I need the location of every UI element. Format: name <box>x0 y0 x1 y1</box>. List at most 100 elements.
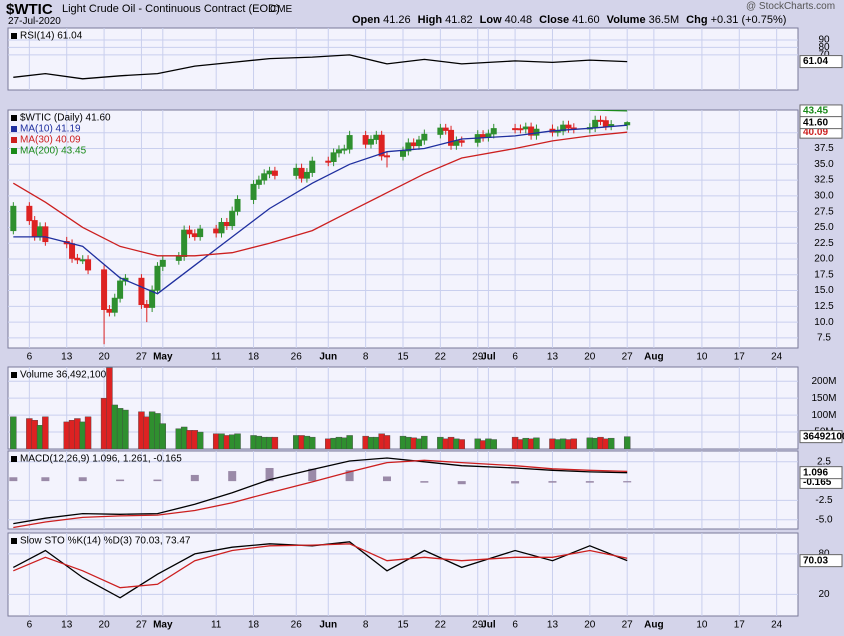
candle-body <box>400 150 406 157</box>
volume-bar <box>330 437 337 449</box>
series-line <box>13 457 628 525</box>
candle-body <box>117 280 124 299</box>
x-tick-label: 20 <box>99 352 111 363</box>
quote-value: +0.31 (+0.75%) <box>710 14 787 26</box>
value-box-label: 43.45 <box>803 106 828 117</box>
histogram-bar <box>228 471 237 482</box>
exchange: CME <box>270 4 293 15</box>
volume-bar <box>549 438 556 449</box>
legend-swatch <box>11 372 17 378</box>
y-tick-label: 80 <box>818 42 830 53</box>
volume-bar <box>517 439 524 449</box>
candle-body <box>149 289 156 308</box>
y-tick-label: 32.5 <box>814 175 834 186</box>
volume-bar <box>405 436 412 449</box>
candle-body <box>421 133 428 141</box>
value-box-label: -0.165 <box>803 477 832 488</box>
candle-body <box>378 134 385 157</box>
candle-body <box>74 257 81 261</box>
x-tick-label: 18 <box>248 352 260 363</box>
x-tick-label: 11 <box>211 352 222 363</box>
volume-bar <box>442 438 449 449</box>
quote-value: 41.60 <box>572 14 600 26</box>
candle-body <box>159 259 166 267</box>
volume-bar <box>309 436 316 449</box>
credit: @ StockCharts.com <box>746 1 836 12</box>
x-tick-label: 20 <box>584 620 596 631</box>
candle-body <box>266 170 273 175</box>
histogram-bar <box>345 470 354 482</box>
y-tick-label: 20.0 <box>814 254 834 265</box>
candle-body <box>602 120 609 127</box>
panel-content <box>8 28 798 90</box>
value-box <box>799 466 843 480</box>
quote-label: High <box>417 14 443 26</box>
volume-bar <box>570 438 578 449</box>
y-tick-label: -5.0 <box>815 514 833 525</box>
volume-bar <box>554 439 561 449</box>
candle-body <box>298 167 305 179</box>
x-tick-label: Jun <box>319 352 337 363</box>
x-tick-label: 17 <box>734 352 746 363</box>
volume-bar <box>623 436 631 449</box>
histogram-bar <box>585 481 594 483</box>
volume-bar <box>266 436 273 449</box>
volume-bar <box>335 436 343 449</box>
value-box-label: 36492100 <box>803 431 844 442</box>
volume-bar <box>458 439 465 449</box>
x-tick-label: 24 <box>771 352 783 363</box>
quote: Open 41.26 High 41.82 Low 40.48 Close 41.60 Volu… <box>352 14 793 26</box>
volume-bar <box>522 437 529 449</box>
y-tick-label: 15.0 <box>814 285 834 296</box>
candle-body <box>79 259 86 262</box>
x-tick-label: 6 <box>512 620 518 631</box>
volume-bar <box>218 433 225 449</box>
volume-bar <box>31 419 38 449</box>
volume-bar <box>212 433 220 449</box>
x-tick-label: 8 <box>363 620 369 631</box>
y-tick-label: 30.0 <box>814 190 834 201</box>
value-box <box>799 116 843 130</box>
candle-body <box>101 269 108 310</box>
candle-body <box>565 124 572 129</box>
volume-bar <box>383 435 391 449</box>
volume-bar <box>447 436 455 449</box>
series-line <box>589 110 628 112</box>
volume-bar <box>341 437 348 449</box>
volume-bar <box>148 411 156 449</box>
candle-body <box>175 256 182 261</box>
candle-body <box>517 128 524 131</box>
volume-bar <box>223 435 231 449</box>
y-tick-label: 37.5 <box>814 143 834 154</box>
x-tick-label: 20 <box>584 352 596 363</box>
y-tick-label: -2.5 <box>815 495 833 506</box>
legend-text: MA(10) 41.19 <box>20 124 81 135</box>
x-tick-label: 26 <box>291 620 303 631</box>
volume-bar <box>586 437 594 449</box>
candle-body <box>458 140 465 143</box>
histogram-bar <box>41 477 50 482</box>
x-tick-label: 13 <box>61 352 73 363</box>
candle-body <box>490 128 497 135</box>
candle-body <box>442 127 449 131</box>
candle-body <box>624 122 631 126</box>
candle-body <box>85 259 92 271</box>
value-box-label: 1.096 <box>803 467 828 478</box>
candle-body <box>143 304 150 308</box>
x-tick-label: 13 <box>547 620 559 631</box>
candle-body <box>437 127 444 135</box>
histogram-bar <box>308 468 317 482</box>
volume-bar <box>559 438 567 449</box>
candle-body <box>218 221 225 234</box>
value-box-label: 61.04 <box>803 56 828 67</box>
x-tick-label: 15 <box>397 352 409 363</box>
candle-body <box>26 205 33 222</box>
value-box-label: 40.09 <box>803 127 828 138</box>
y-tick-label: 22.5 <box>814 238 834 249</box>
y-tick-label: 20 <box>818 589 830 600</box>
volume-bar <box>373 436 380 449</box>
y-tick-label: 200M <box>811 376 836 387</box>
volume-bar <box>378 433 385 449</box>
volume-bar <box>362 435 369 449</box>
volume-bar <box>437 436 444 449</box>
